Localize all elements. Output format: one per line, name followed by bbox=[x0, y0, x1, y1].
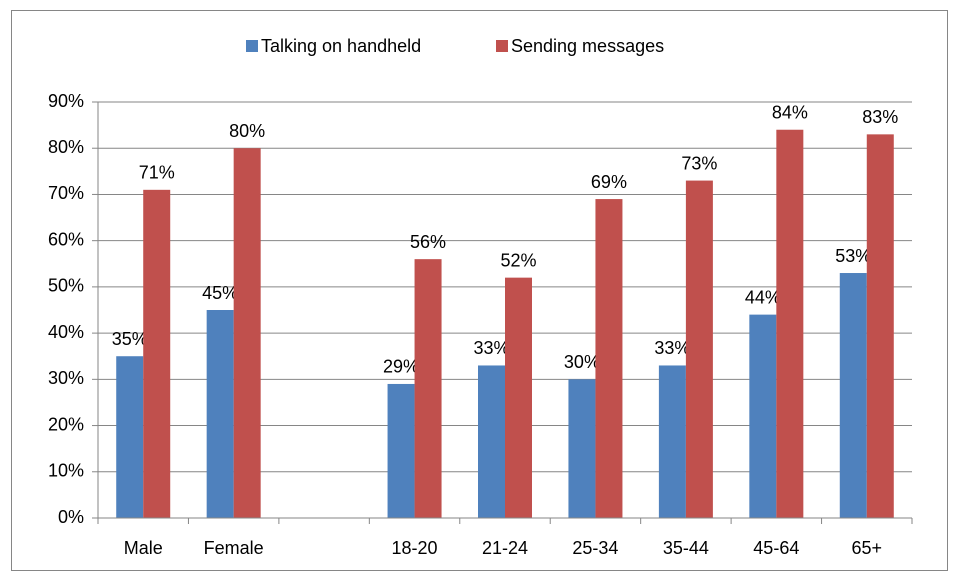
data-label: 44% bbox=[745, 287, 781, 307]
y-tick-label: 90% bbox=[48, 91, 84, 111]
x-tick-label: Female bbox=[204, 538, 264, 558]
data-label: 35% bbox=[112, 329, 148, 349]
bar bbox=[387, 383, 415, 518]
bar bbox=[839, 273, 867, 518]
data-label: 56% bbox=[410, 232, 446, 252]
bar bbox=[749, 314, 777, 518]
x-tick-label: 45-64 bbox=[753, 538, 799, 558]
x-tick-label: Male bbox=[124, 538, 163, 558]
bar bbox=[866, 134, 894, 518]
bar bbox=[233, 148, 261, 518]
x-tick-label: 18-20 bbox=[392, 538, 438, 558]
y-tick-label: 80% bbox=[48, 137, 84, 157]
y-tick-label: 40% bbox=[48, 322, 84, 342]
data-label: 84% bbox=[772, 102, 808, 122]
x-tick-label: 21-24 bbox=[482, 538, 528, 558]
y-tick-label: 50% bbox=[48, 276, 84, 296]
bar bbox=[116, 356, 144, 518]
bar bbox=[206, 310, 234, 518]
bar bbox=[414, 259, 442, 518]
data-label: 53% bbox=[835, 246, 871, 266]
y-tick-label: 30% bbox=[48, 368, 84, 388]
y-tick-label: 60% bbox=[48, 229, 84, 249]
bar bbox=[685, 180, 713, 519]
data-label: 33% bbox=[654, 338, 690, 358]
x-tick-label: 65+ bbox=[852, 538, 883, 558]
data-label: 45% bbox=[202, 283, 238, 303]
bar bbox=[776, 129, 804, 518]
x-tick-label: 35-44 bbox=[663, 538, 709, 558]
legend-label: Talking on handheld bbox=[261, 36, 421, 56]
data-label: 69% bbox=[591, 172, 627, 192]
y-tick-label: 70% bbox=[48, 183, 84, 203]
legend-swatch bbox=[496, 40, 508, 52]
bar bbox=[505, 277, 532, 518]
bar bbox=[658, 365, 686, 518]
bar bbox=[568, 379, 596, 518]
legend-label: Sending messages bbox=[511, 36, 664, 56]
x-tick-label: 25-34 bbox=[572, 538, 618, 558]
y-tick-label: 0% bbox=[58, 507, 84, 527]
bar bbox=[595, 199, 623, 519]
bar bbox=[478, 365, 505, 518]
data-label: 83% bbox=[862, 107, 898, 127]
y-tick-label: 10% bbox=[48, 461, 84, 481]
y-tick-label: 20% bbox=[48, 414, 84, 434]
data-label: 73% bbox=[681, 153, 717, 173]
data-label: 29% bbox=[383, 357, 419, 377]
data-label: 33% bbox=[473, 338, 509, 358]
bar bbox=[143, 189, 171, 519]
data-label: 71% bbox=[139, 163, 175, 183]
data-label: 80% bbox=[229, 121, 265, 141]
data-label: 30% bbox=[564, 352, 600, 372]
legend-swatch bbox=[246, 40, 258, 52]
data-label: 52% bbox=[500, 250, 536, 270]
